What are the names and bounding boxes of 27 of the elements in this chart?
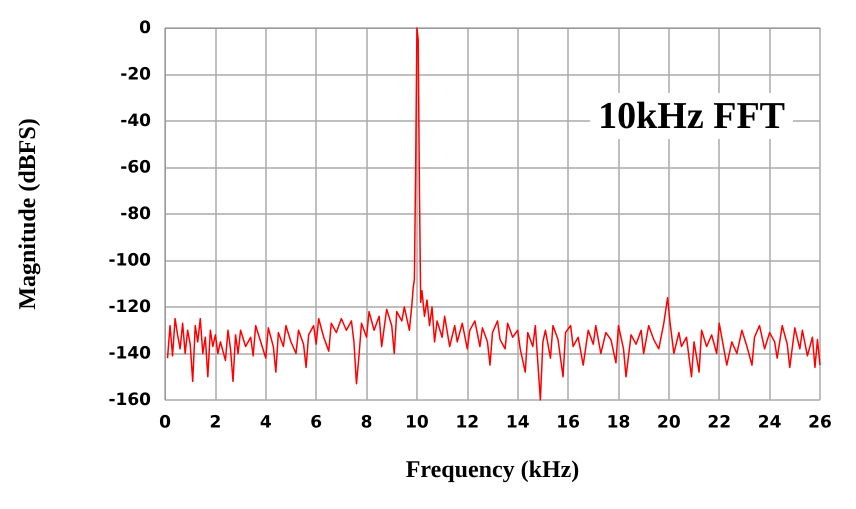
y-tick-label: -100	[108, 250, 152, 270]
y-tick-label: -140	[108, 344, 152, 364]
y-tick-label: -80	[120, 204, 152, 224]
x-tick-label: 18	[606, 412, 630, 432]
x-axis-title: Frequency (kHz)	[406, 457, 580, 483]
x-tick-label: 2	[209, 412, 222, 432]
line-series	[166, 27, 821, 401]
x-tick-label: 16	[556, 412, 580, 432]
y-axis-title: Magnitude (dBFS)	[15, 118, 41, 310]
annotation: 10kHz FFT	[598, 95, 785, 137]
x-tick-label: 26	[808, 412, 832, 432]
x-tick-label: 14	[506, 412, 530, 432]
x-tick-label: 24	[758, 412, 782, 432]
y-tick-label: 0	[139, 18, 152, 38]
y-tick-label: -60	[120, 158, 152, 178]
y-tick-label: -160	[108, 390, 152, 410]
x-tick-label: 10	[405, 412, 429, 432]
x-tick-label: 8	[360, 412, 372, 432]
y-tick-label: -120	[108, 297, 152, 317]
x-tick-label: 20	[657, 412, 681, 432]
x-tick-label: 6	[310, 412, 322, 432]
y-tick-label: -20	[120, 64, 152, 84]
x-tick-label: 0	[159, 412, 172, 432]
x-tick-label: 12	[455, 412, 480, 432]
x-tick-label: 4	[260, 412, 272, 432]
x-tick-label: 22	[707, 412, 732, 432]
y-tick-label: -40	[120, 111, 152, 131]
